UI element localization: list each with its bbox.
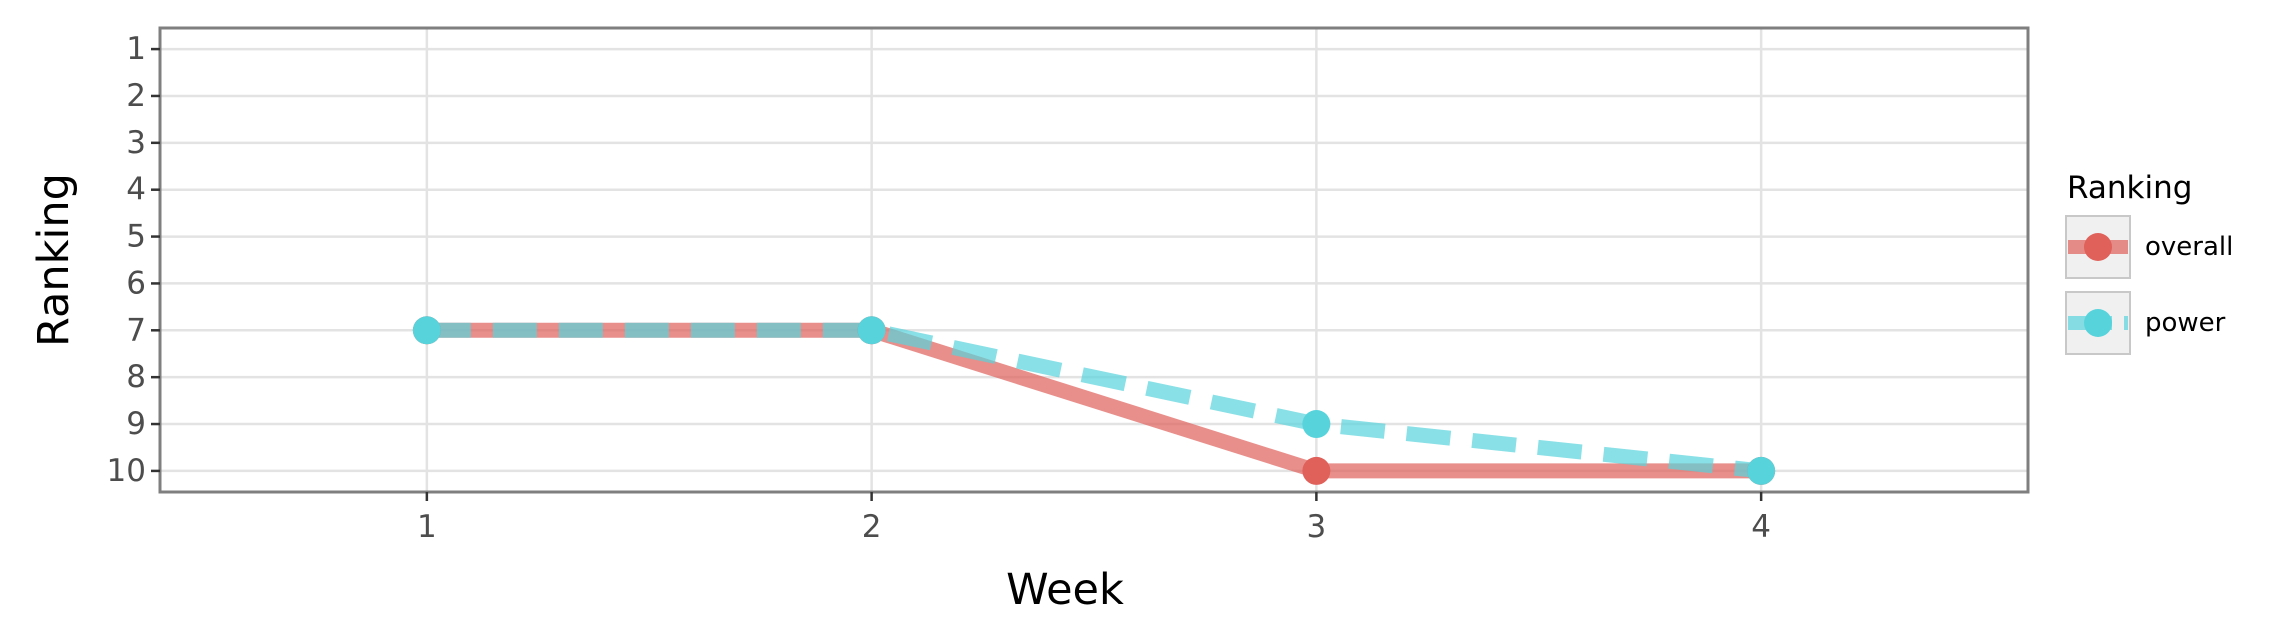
data-point-power <box>1747 456 1776 485</box>
x-axis-title: Week <box>1006 565 1124 615</box>
data-point-power <box>412 316 441 345</box>
y-tick-label: 8 <box>126 359 146 395</box>
series-lines <box>426 322 1762 479</box>
legend-items: overall power <box>2065 215 2233 355</box>
legend-label-overall: overall <box>2145 232 2233 262</box>
x-tick-label: 3 <box>1307 509 1327 545</box>
series-line-power <box>426 322 1762 479</box>
data-points <box>412 316 1776 485</box>
y-tick-label: 5 <box>126 219 146 255</box>
x-tick-label: 2 <box>862 509 882 545</box>
y-tick-label: 7 <box>126 312 146 348</box>
x-tick-label: 1 <box>417 509 437 545</box>
y-axis-title: Ranking <box>29 173 79 347</box>
legend-label-power: power <box>2145 308 2226 338</box>
data-point-power <box>857 316 886 345</box>
y-axis-ticks: 1 2 3 4 5 6 7 8 9 10 <box>107 31 160 489</box>
legend: Ranking overall power <box>2065 170 2233 355</box>
y-tick-label: 9 <box>126 406 146 442</box>
grid-lines <box>160 28 2028 492</box>
y-tick-label: 2 <box>126 78 146 114</box>
plot-panel-border <box>158 26 2030 494</box>
data-point-overall <box>1302 456 1331 485</box>
legend-key-point <box>2084 309 2112 337</box>
x-tick-label: 4 <box>1751 509 1771 545</box>
y-tick-label: 3 <box>126 125 146 161</box>
x-axis-ticks: 1 2 3 4 <box>417 492 1771 545</box>
legend-key-point <box>2084 233 2112 261</box>
y-tick-label: 6 <box>126 265 146 301</box>
data-point-power <box>1302 410 1331 439</box>
legend-title: Ranking <box>2067 170 2192 206</box>
y-tick-label: 4 <box>126 172 146 208</box>
y-tick-label: 10 <box>107 453 146 489</box>
y-tick-label: 1 <box>126 31 146 67</box>
